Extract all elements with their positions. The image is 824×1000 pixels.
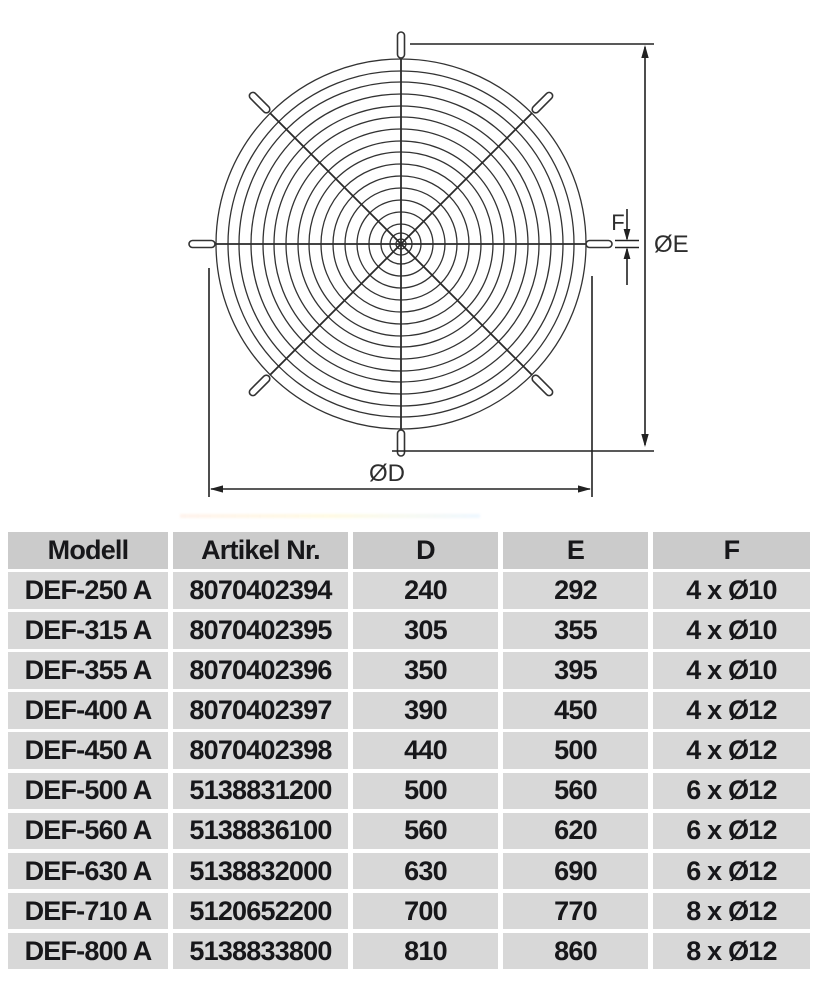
cell-e: 395 [503, 652, 648, 689]
cell-artikel: 8070402398 [173, 732, 348, 769]
cell-d: 390 [353, 692, 498, 729]
cell-d: 440 [353, 732, 498, 769]
cell-e: 560 [503, 772, 648, 810]
cell-f: 8 x Ø12 [653, 892, 810, 930]
cell-d: 240 [353, 572, 498, 609]
cell-e: 450 [503, 692, 648, 729]
cell-model: DEF-315 A [8, 612, 168, 649]
cell-d: 560 [353, 812, 498, 850]
guard-spokes [215, 59, 587, 430]
cell-e: 292 [503, 572, 648, 609]
cell-artikel: 5138836100 [173, 812, 348, 850]
spec-table: Modell Artikel Nr. D E F DEF-250 A 80704… [8, 532, 810, 970]
cell-d: 700 [353, 892, 498, 930]
cell-artikel: 8070402394 [173, 572, 348, 609]
cell-model: DEF-710 A [8, 892, 168, 930]
cell-e: 355 [503, 612, 648, 649]
col-header-e: E [503, 532, 648, 569]
cell-artikel: 5120652200 [173, 892, 348, 930]
cell-artikel: 8070402396 [173, 652, 348, 689]
cell-model: DEF-560 A [8, 812, 168, 850]
cell-f: 8 x Ø12 [653, 932, 810, 970]
cell-artikel: 5138832000 [173, 852, 348, 890]
dim-label-e: ØE [654, 231, 689, 258]
print-artifact [180, 514, 480, 518]
cell-artikel: 8070402397 [173, 692, 348, 729]
fan-guard-drawing: ØE ØD F [188, 31, 689, 497]
cell-model: DEF-630 A [8, 852, 168, 890]
cell-model: DEF-450 A [8, 732, 168, 769]
cell-d: 305 [353, 612, 498, 649]
cell-d: 350 [353, 652, 498, 689]
dim-label-d: ØD [369, 460, 405, 487]
cell-d: 630 [353, 852, 498, 890]
col-header-modell: Modell [8, 532, 168, 569]
cell-model: DEF-250 A [8, 572, 168, 609]
cell-f: 6 x Ø12 [653, 812, 810, 850]
cell-e: 770 [503, 892, 648, 930]
dim-label-f: F [611, 210, 624, 235]
cell-f: 4 x Ø10 [653, 572, 810, 609]
cell-f: 4 x Ø12 [653, 692, 810, 729]
cell-artikel: 5138831200 [173, 772, 348, 810]
cell-model: DEF-400 A [8, 692, 168, 729]
cell-d: 810 [353, 932, 498, 970]
cell-e: 860 [503, 932, 648, 970]
dimension-f [615, 209, 639, 285]
cell-e: 620 [503, 812, 648, 850]
col-header-f: F [653, 532, 810, 569]
cell-f: 4 x Ø10 [653, 652, 810, 689]
cell-f: 6 x Ø12 [653, 852, 810, 890]
cell-model: DEF-355 A [8, 652, 168, 689]
cell-model: DEF-800 A [8, 932, 168, 970]
dimension-e [392, 43, 654, 452]
cell-f: 6 x Ø12 [653, 772, 810, 810]
cell-e: 500 [503, 732, 648, 769]
col-header-d: D [353, 532, 498, 569]
cell-model: DEF-500 A [8, 772, 168, 810]
dimension-d [208, 268, 593, 497]
mounting-tabs [188, 31, 613, 457]
col-header-artikel: Artikel Nr. [173, 532, 348, 569]
cell-d: 500 [353, 772, 498, 810]
cell-artikel: 8070402395 [173, 612, 348, 649]
cell-f: 4 x Ø10 [653, 612, 810, 649]
cell-e: 690 [503, 852, 648, 890]
cell-f: 4 x Ø12 [653, 732, 810, 769]
cell-artikel: 5138833800 [173, 932, 348, 970]
